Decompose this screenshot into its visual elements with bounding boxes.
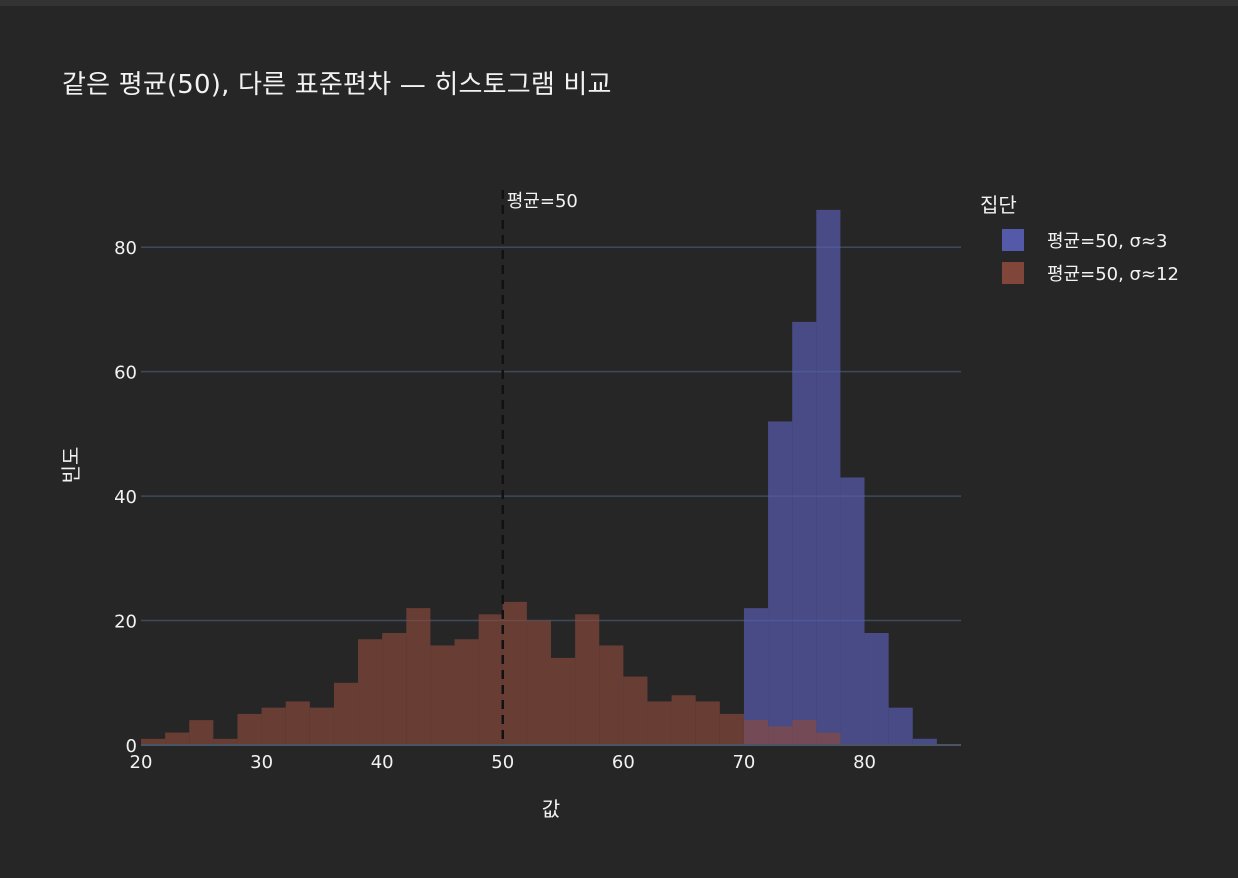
y-tick-label: 20: [114, 612, 137, 633]
histogram-bar-series-2: [430, 645, 455, 745]
histogram-bar-series-2: [816, 732, 841, 745]
histogram-bar-series-2: [695, 701, 720, 745]
histogram-bar-series-2: [575, 614, 600, 745]
histogram-bar-series-1: [888, 707, 913, 745]
histogram-bar-series-2: [309, 707, 334, 745]
histogram-bar-series-2: [792, 720, 817, 745]
histogram-bar-series-2: [526, 620, 551, 745]
y-tick-label: 0: [126, 736, 137, 757]
x-tick-label: 30: [250, 752, 273, 773]
histogram-bar-series-1: [840, 477, 865, 745]
x-tick-label: 70: [732, 752, 755, 773]
chart-title: 같은 평균(50), 다른 표준편차 — 히스토그램 비교: [62, 70, 612, 100]
histogram-bar-series-2: [768, 726, 793, 745]
histogram-bar-series-2: [743, 720, 769, 745]
legend-swatch-series-1: [1002, 229, 1024, 251]
x-tick-label: 20: [130, 752, 153, 773]
histogram-bar-series-2: [454, 639, 479, 745]
histogram-bar-series-1: [792, 321, 817, 745]
x-tick-label: 60: [612, 752, 635, 773]
histogram-bar-series-2: [358, 639, 383, 745]
y-tick-label: 60: [114, 363, 137, 384]
histogram-bar-series-1: [768, 421, 793, 745]
histogram-bar-series-2: [478, 614, 503, 745]
x-tick-label: 50: [491, 752, 514, 773]
histogram-bar-series-2: [551, 657, 576, 745]
histogram-bar-series-2: [719, 713, 744, 745]
legend-title: 집단: [980, 193, 1017, 217]
mean-annotation-label: 평균=50: [507, 191, 578, 212]
histogram-bar-series-1: [912, 738, 937, 745]
histogram-bar-series-2: [189, 720, 214, 745]
x-tick-label: 40: [371, 752, 394, 773]
histogram-bar-series-2: [333, 682, 359, 745]
legend-label-series-1: 평균=50, σ≈3: [1047, 231, 1168, 252]
x-tick-label: 80: [853, 752, 876, 773]
histogram-bar-series-2: [237, 713, 262, 745]
legend-swatch-series-2: [1002, 262, 1024, 284]
legend-label-series-2: 평균=50, σ≈12: [1047, 264, 1179, 285]
histogram-bar-series-2: [623, 676, 648, 745]
histogram-bar-series-2: [502, 601, 527, 745]
histogram-bar-series-2: [647, 701, 672, 745]
histogram-bar-series-2: [382, 633, 407, 745]
histogram-bar-series-2: [261, 707, 286, 745]
histogram-bar-series-2: [671, 695, 696, 745]
histogram-bar-series-2: [141, 738, 166, 745]
y-axis-title: 빈도: [59, 447, 83, 484]
histogram-bar-series-2: [406, 608, 431, 745]
histogram-bar-series-2: [165, 732, 190, 745]
window-top-bar: [0, 0, 1238, 6]
histogram-bar-series-2: [285, 701, 310, 745]
histogram-bar-series-2: [599, 645, 624, 745]
histogram-bar-series-1: [816, 209, 841, 745]
y-tick-label: 40: [114, 487, 137, 508]
y-tick-label: 80: [114, 238, 137, 259]
histogram-bar-series-2: [213, 738, 238, 745]
histogram-bar-series-1: [864, 633, 889, 745]
x-axis-title: 값: [542, 797, 560, 821]
